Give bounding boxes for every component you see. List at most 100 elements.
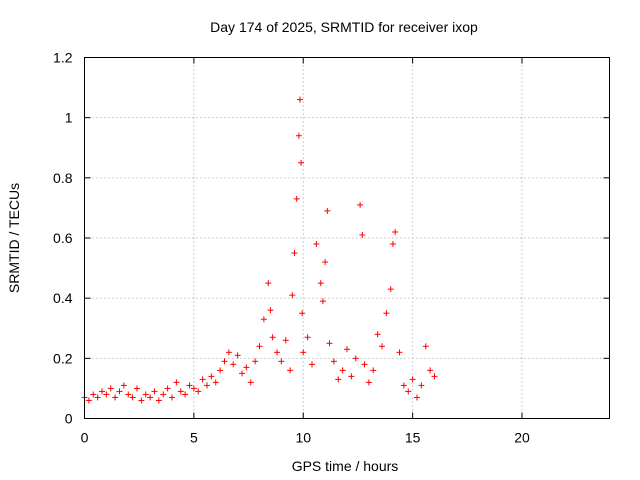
x-tick-label: 5 (190, 430, 198, 446)
data-point (359, 231, 366, 238)
grid (84, 57, 610, 419)
data-point (392, 228, 399, 235)
data-point (155, 397, 162, 404)
data-point (190, 385, 197, 392)
x-tick-label: 10 (295, 430, 311, 446)
data-point (151, 388, 158, 395)
data-point (361, 361, 368, 368)
data-point (396, 349, 403, 356)
data-point (389, 241, 396, 248)
data-point (234, 352, 241, 359)
data-point (422, 343, 429, 350)
data-point (195, 388, 202, 395)
data-point (217, 367, 224, 374)
data-point (169, 394, 175, 401)
data-point (182, 391, 189, 398)
data-point (212, 379, 219, 386)
x-tick-label: 20 (514, 430, 530, 446)
data-point (387, 286, 394, 293)
y-tick-label: 0.2 (53, 350, 73, 366)
data-point (299, 310, 306, 317)
data-point (326, 340, 333, 347)
y-tick-label: 1.2 (53, 50, 73, 66)
data-point (379, 343, 385, 350)
data-point (125, 391, 132, 398)
data-point (335, 376, 342, 383)
data-point (99, 388, 105, 395)
data-point (370, 367, 377, 374)
data-point (160, 391, 167, 398)
data-point (204, 382, 210, 389)
data-point (177, 388, 184, 395)
data-point (282, 337, 289, 344)
data-point (85, 397, 92, 404)
data-point (357, 201, 364, 208)
data-point (103, 391, 110, 398)
x-axis-label: GPS time / hours (292, 458, 399, 474)
y-tick-label: 0.8 (53, 170, 73, 186)
data-point (348, 373, 355, 380)
data-point (116, 388, 123, 395)
data-point (344, 346, 350, 353)
data-point (173, 379, 180, 386)
data-point (418, 382, 425, 389)
data-point (300, 349, 307, 356)
x-tick-label: 0 (81, 430, 89, 446)
y-tick-label: 0 (65, 411, 73, 427)
data-point (142, 391, 149, 398)
data-points (81, 96, 438, 404)
data-point (221, 358, 228, 365)
data-point (267, 307, 274, 314)
data-point (138, 397, 145, 404)
data-point (287, 367, 294, 374)
chart-title: Day 174 of 2025, SRMTID for receiver ixo… (210, 19, 478, 35)
data-point (309, 361, 315, 368)
plot-frame (84, 57, 610, 419)
y-tick-label: 1 (65, 110, 73, 126)
data-point (120, 382, 127, 389)
y-tick-label: 0.4 (53, 290, 73, 306)
data-point (230, 361, 237, 368)
data-point (374, 331, 381, 338)
data-point (427, 367, 434, 374)
data-point (317, 280, 324, 287)
data-point (112, 394, 119, 401)
data-point (296, 96, 303, 103)
data-point (431, 373, 438, 380)
data-point (295, 132, 302, 139)
data-point (400, 382, 407, 389)
data-point (293, 195, 300, 202)
data-point (239, 370, 245, 377)
data-point (107, 385, 114, 392)
axis-ticks: 0 5 10 15 20 0 0.2 0.4 0.6 0.8 1 1.2 (53, 50, 610, 446)
data-point (265, 280, 272, 287)
data-point (208, 373, 215, 380)
data-point (409, 376, 416, 383)
data-point (319, 298, 326, 305)
data-point (383, 310, 390, 317)
data-point (256, 343, 263, 350)
data-point (324, 207, 331, 214)
data-point (94, 394, 101, 401)
data-point (225, 349, 232, 356)
data-point (405, 388, 412, 395)
data-point (147, 394, 154, 401)
x-tick-label: 15 (405, 430, 421, 446)
data-point (134, 385, 140, 392)
data-point (330, 358, 337, 365)
data-point (243, 364, 250, 371)
data-point (339, 367, 346, 374)
data-point (252, 358, 259, 365)
data-point (164, 385, 171, 392)
data-point (313, 241, 320, 248)
data-point (365, 379, 372, 386)
data-point (278, 358, 285, 365)
data-point (274, 349, 280, 356)
data-point (199, 376, 206, 383)
data-point (247, 379, 254, 386)
data-point (260, 316, 267, 323)
data-point (289, 292, 296, 299)
data-point (352, 355, 359, 362)
data-point (322, 259, 329, 266)
